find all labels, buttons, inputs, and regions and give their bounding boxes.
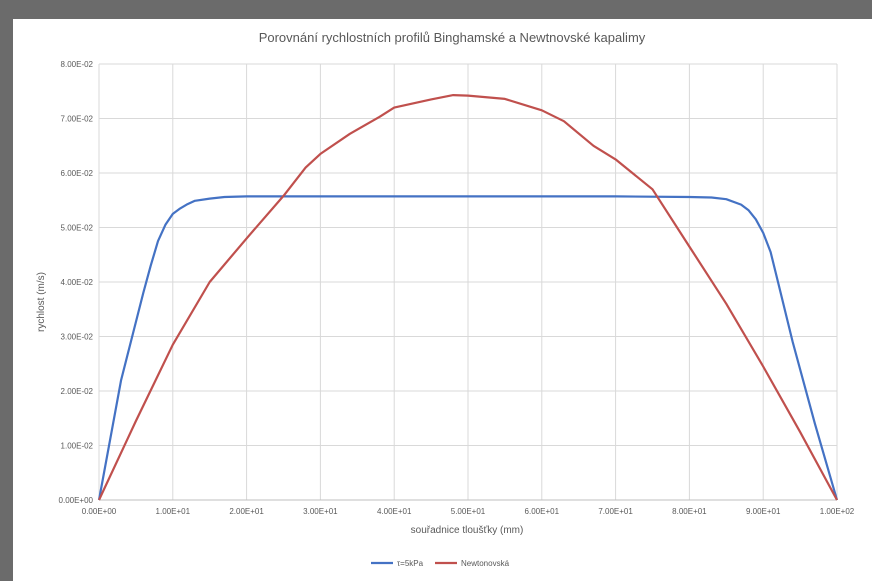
legend-label-1: τ=5kPa [397,559,424,568]
x-tick-label: 3.00E+01 [303,507,338,516]
x-axis-ticks: 0.00E+00 1.00E+01 2.00E+01 3.00E+01 4.00E+01… [82,507,855,516]
line-chart: Porovnání rychlostních profilů Binghamsk… [36,30,855,568]
y-tick-label: 7.00E-02 [61,115,94,124]
x-tick-label: 5.00E+01 [451,507,486,516]
x-tick-label: 1.00E+02 [820,507,855,516]
y-tick-label: 4.00E-02 [61,278,94,287]
chart-area: Porovnání rychlostních profilů Binghamsk… [13,19,872,581]
y-tick-label: 0.00E+00 [59,496,94,505]
y-tick-label: 1.00E-02 [61,442,94,451]
x-tick-label: 8.00E+01 [672,507,707,516]
x-tick-label: 2.00E+01 [229,507,264,516]
y-tick-label: 2.00E-02 [61,387,94,396]
legend-label-2: Newtonovská [461,559,510,568]
x-tick-label: 1.00E+01 [156,507,191,516]
x-tick-label: 4.00E+01 [377,507,412,516]
y-axis-title: rychlost (m/s) [36,272,47,332]
y-tick-label: 8.00E-02 [61,60,94,69]
y-tick-label: 3.00E-02 [61,333,94,342]
series-lines [97,93,839,501]
legend: τ=5kPa Newtonovská [371,559,510,568]
y-tick-label: 6.00E-02 [61,169,94,178]
y-axis-ticks: 0.00E+00 1.00E-02 2.00E-02 3.00E-02 4.00E-02… [59,60,94,505]
x-axis-title: souřadnice tloušťky (mm) [411,525,524,536]
y-tick-label: 5.00E-02 [61,224,94,233]
x-tick-label: 6.00E+01 [525,507,560,516]
x-tick-label: 7.00E+01 [598,507,633,516]
series-line-1 [97,195,839,501]
series-line-2 [98,93,838,501]
gridlines [98,63,838,501]
x-tick-label: 9.00E+01 [746,507,781,516]
chart-title: Porovnání rychlostních profilů Binghamsk… [259,30,646,45]
x-tick-label: 0.00E+00 [82,507,117,516]
